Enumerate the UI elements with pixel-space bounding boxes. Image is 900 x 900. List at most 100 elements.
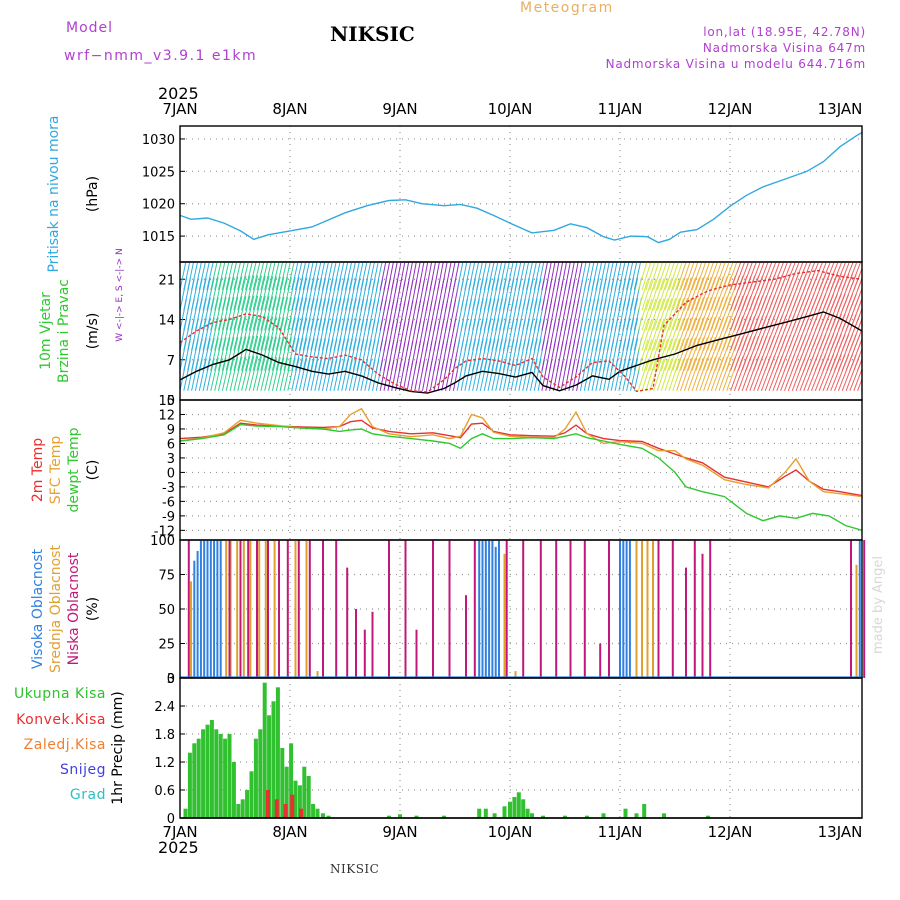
wind-barb: [630, 317, 639, 351]
wind-barb: [206, 297, 215, 331]
wind-barb: [271, 316, 281, 351]
bar-precipitation-1: [283, 804, 288, 818]
wind-barb: [730, 262, 742, 291]
y-tick-label: 1015: [142, 230, 175, 245]
wind-barb: [298, 277, 308, 311]
y-tick-label: 1.8: [154, 728, 175, 743]
bar-precipitation-0: [258, 729, 263, 818]
bar-cloud-0: [193, 560, 196, 678]
wind-barb: [483, 262, 491, 291]
bar-precipitation-0: [642, 804, 647, 818]
bar-precipitation-1: [290, 794, 295, 818]
wind-barb: [348, 338, 357, 371]
wind-barb: [649, 338, 661, 371]
wind-barb: [687, 297, 700, 331]
wind-barb: [714, 296, 728, 331]
bar-precipitation-0: [483, 808, 488, 818]
legend-snijeg: Snijeg: [60, 762, 106, 778]
wind-barb: [645, 262, 656, 291]
wind-barb: [707, 357, 720, 391]
bar-precipitation-0: [541, 815, 545, 818]
wind-barb: [703, 357, 716, 391]
bar-cloud-1: [190, 581, 192, 678]
wind-barb: [333, 262, 341, 291]
wind-barb: [653, 262, 664, 291]
wind-barb: [202, 317, 211, 351]
wind-barb: [637, 299, 649, 331]
wind-barb: [287, 317, 296, 351]
wind-barb: [221, 357, 231, 391]
wind-barb: [214, 357, 223, 391]
wind-barb: [699, 357, 712, 391]
wind-barb: [198, 277, 207, 311]
wind-barb: [637, 339, 649, 371]
bar-precipitation-0: [289, 743, 294, 818]
wind-barb: [348, 278, 357, 311]
wind-barb: [614, 262, 622, 291]
wind-barb: [206, 317, 215, 351]
wind-barb: [726, 262, 738, 291]
wind-barb: [622, 338, 631, 371]
wind-barb: [368, 262, 375, 291]
y-tick-label: 1030: [142, 133, 175, 148]
wind-barb: [202, 358, 211, 391]
y-tick-label: 0: [167, 672, 175, 687]
wind-barb: [630, 297, 639, 331]
wind-barb: [853, 367, 862, 391]
wind-barb: [306, 338, 315, 371]
footer-station-name: NIKSIC: [330, 862, 380, 876]
wind-barb: [245, 335, 255, 371]
wind-barb: [229, 296, 239, 331]
wind-barb: [206, 262, 214, 291]
y-axis-label-cloud: Srednja Oblacnost: [48, 545, 64, 673]
wind-barb: [268, 276, 277, 311]
bar-precipitation-0: [563, 815, 567, 818]
wind-barb: [329, 262, 337, 291]
wind-barb: [587, 262, 595, 291]
wind-barb: [264, 276, 274, 311]
wind-barb: [248, 315, 259, 351]
y-tick-label: 15: [158, 394, 175, 409]
bar-precipitation-0: [223, 738, 228, 818]
wind-barb: [321, 262, 329, 291]
wind-barb: [522, 262, 530, 291]
wind-barb: [206, 277, 215, 311]
wind-barb: [206, 357, 215, 391]
bar-cloud-2: [267, 540, 269, 678]
y-axis-label-cloud: Niska Oblacnost: [66, 552, 82, 665]
wind-barb: [291, 297, 300, 331]
wind-barb: [660, 358, 673, 391]
x-tick-bottom-12JAN: 12JAN: [708, 823, 753, 841]
wind-barb: [660, 298, 673, 331]
wind-barb: [568, 262, 575, 291]
wind-barb: [379, 262, 387, 291]
wind-barb: [449, 262, 456, 291]
bar-precipitation-0: [262, 682, 267, 818]
wind-barb: [295, 317, 304, 351]
bar-cloud-1: [635, 540, 638, 678]
x-tick-bottom-13JAN: 13JAN: [818, 823, 863, 841]
wind-barb: [683, 357, 696, 391]
bar-precipitation-0: [706, 815, 710, 818]
wind-barb: [341, 358, 350, 391]
wind-barb: [622, 297, 631, 331]
wind-barb: [861, 307, 862, 311]
wind-barb: [483, 318, 492, 351]
bar-precipitation-0: [306, 776, 311, 818]
wind-barb: [295, 262, 303, 291]
wind-barb: [672, 338, 685, 371]
wind-barb: [241, 262, 249, 291]
wind-barb: [260, 356, 270, 391]
wind-barb: [198, 338, 207, 371]
bar-cloud-2: [522, 540, 525, 678]
wind-barb: [268, 336, 277, 371]
y-tick-label: 0: [167, 812, 175, 827]
wind-barb: [283, 297, 292, 331]
y-axis-label-precipitation: 1hr Precip (mm): [110, 691, 126, 804]
wind-barb: [464, 262, 472, 291]
bar-precipitation-0: [293, 780, 298, 818]
wind-barb: [772, 262, 785, 291]
bar-precipitation-0: [492, 813, 497, 818]
wind-barb: [687, 262, 699, 291]
wind-barb: [314, 338, 323, 371]
